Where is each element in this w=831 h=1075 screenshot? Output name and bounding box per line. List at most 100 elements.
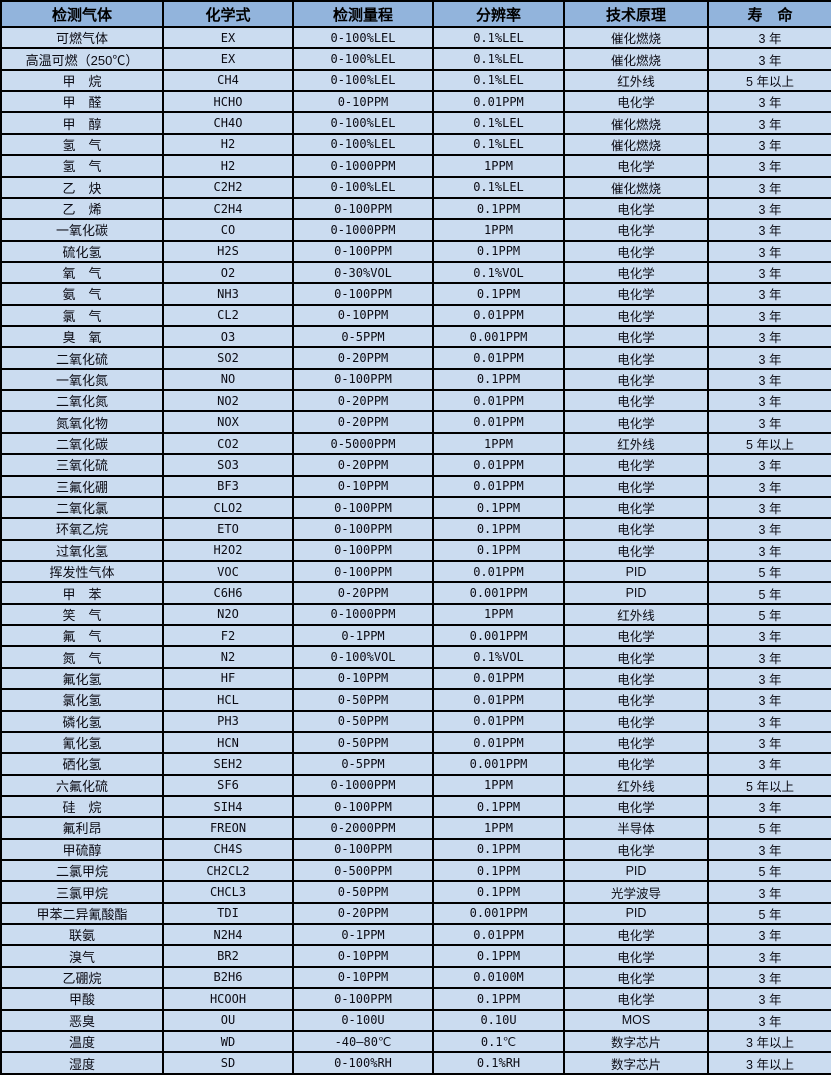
table-row: 氰化氢 HCN 0-50PPM 0.01PPM 电化学 3 年 [0,730,831,755]
table-row: 臭 氧 O3 0-5PPM 0.001PPM 电化学 3 年 [0,325,831,349]
cell-range: 0-100PPM [292,837,434,862]
cell-formula: N2O [162,602,294,627]
cell-lifespan: 3 年 [707,453,831,477]
cell-principle: 电化学 [563,303,709,328]
table-row: 三氧化硫 SO3 0-20PPM 0.01PPM 电化学 3 年 [0,453,831,477]
cell-range: 0-20PPM [292,346,434,370]
cell-principle: 电化学 [563,837,709,862]
header-row: 检测气体 化学式 检测量程 分辨率 技术原理 寿 命 [0,0,831,28]
cell-lifespan: 3 年 [707,154,831,178]
cell-gas-name: 二氧化碳 [0,431,164,456]
cell-range: 0-50PPM [292,709,434,733]
cell-gas-name: 氯化氢 [0,688,164,712]
cell-gas-name: 臭 氧 [0,325,164,349]
cell-lifespan: 3 年 [707,965,831,990]
cell-lifespan: 3 年 [707,794,831,819]
column-header-gas: 检测气体 [0,0,164,28]
cell-gas-name: 过氧化氢 [0,538,164,563]
cell-formula: CL2 [162,303,294,328]
cell-formula: CH4O [162,111,294,135]
table-row: 氧 气 O2 0-30%VOL 0.1%VOL 电化学 3 年 [0,260,831,285]
cell-gas-name: 恶臭 [0,1008,164,1032]
column-header-lifespan: 寿 命 [707,0,831,28]
cell-lifespan: 3 年 [707,837,831,862]
table-row: 乙 炔 C2H2 0-100%LEL 0.1%LEL 催化燃烧 3 年 [0,175,831,199]
table-row: 二氧化氮 NO2 0-20PPM 0.01PPM 电化学 3 年 [0,389,831,413]
cell-principle: 催化燃烧 [563,111,709,135]
cell-range: 0-5PPM [292,325,434,349]
cell-resolution: 0.01PPM [432,453,565,477]
cell-range: 0-5PPM [292,752,434,776]
cell-resolution: 0.001PPM [432,624,565,648]
cell-principle: 催化燃烧 [563,47,709,71]
cell-resolution: 0.01PPM [432,730,565,755]
cell-formula: SD [162,1051,294,1075]
cell-formula: SEH2 [162,752,294,776]
cell-principle: 电化学 [563,538,709,563]
cell-gas-name: 二氧化氮 [0,389,164,413]
cell-resolution: 0.001PPM [432,581,565,605]
cell-range: 0-1PPM [292,624,434,648]
cell-range: 0-100PPM [292,517,434,541]
cell-formula: HCHO [162,90,294,114]
table-row: 甲 烷 CH4 0-100%LEL 0.1%LEL 红外线 5 年以上 [0,68,831,93]
cell-range: 0-100PPM [292,495,434,520]
cell-range: 0-10PPM [292,965,434,990]
cell-resolution: 0.1%LEL [432,47,565,71]
cell-formula: O3 [162,325,294,349]
cell-lifespan: 5 年 [707,858,831,883]
cell-lifespan: 5 年以上 [707,431,831,456]
cell-resolution: 0.1PPM [432,837,565,862]
cell-gas-name: 氰化氢 [0,730,164,755]
cell-range: 0-100PPM [292,239,434,263]
cell-lifespan: 3 年 [707,944,831,968]
cell-principle: 电化学 [563,367,709,392]
cell-lifespan: 3 年 [707,538,831,563]
cell-lifespan: 3 年 [707,1008,831,1032]
cell-formula: O2 [162,260,294,285]
cell-principle: 电化学 [563,752,709,776]
cell-formula: FREON [162,816,294,840]
cell-formula: CHCL3 [162,880,294,904]
cell-gas-name: 氟 气 [0,624,164,648]
cell-principle: PID [563,901,709,926]
cell-resolution: 0.1PPM [432,367,565,392]
cell-range: 0-100%LEL [292,175,434,199]
cell-range: 0-100%LEL [292,25,434,50]
cell-principle: 半导体 [563,816,709,840]
cell-lifespan: 3 年 [707,752,831,776]
table-row: 联氨 N2H4 0-1PPM 0.01PPM 电化学 3 年 [0,923,831,947]
cell-lifespan: 3 年 [707,517,831,541]
cell-range: 0-100PPM [292,987,434,1011]
cell-principle: 电化学 [563,730,709,755]
cell-resolution: 0.01PPM [432,559,565,584]
table-row: 硅 烷 SIH4 0-100PPM 0.1PPM 电化学 3 年 [0,794,831,819]
cell-resolution: 0.1%VOL [432,260,565,285]
cell-formula: SF6 [162,773,294,797]
cell-resolution: 0.1%LEL [432,132,565,157]
table-row: 恶臭 OU 0-100U 0.10U MOS 3 年 [0,1008,831,1032]
table-row: 六氟化硫 SF6 0-1000PPM 1PPM 红外线 5 年以上 [0,773,831,797]
cell-gas-name: 氟化氢 [0,666,164,691]
table-row: 笑 气 N2O 0-1000PPM 1PPM 红外线 5 年 [0,602,831,627]
cell-range: 0-100%VOL [292,645,434,669]
cell-range: 0-1000PPM [292,773,434,797]
table-row: 硒化氢 SEH2 0-5PPM 0.001PPM 电化学 3 年 [0,752,831,776]
cell-formula: CLO2 [162,495,294,520]
cell-resolution: 0.1%VOL [432,645,565,669]
cell-lifespan: 3 年 [707,410,831,434]
cell-principle: 电化学 [563,239,709,263]
cell-lifespan: 3 年 [707,325,831,349]
cell-formula: PH3 [162,709,294,733]
cell-lifespan: 5 年 [707,816,831,840]
cell-principle: 红外线 [563,602,709,627]
cell-gas-name: 二氧化硫 [0,346,164,370]
cell-principle: 电化学 [563,645,709,669]
cell-principle: 催化燃烧 [563,132,709,157]
cell-range: 0-100PPM [292,794,434,819]
cell-formula: B2H6 [162,965,294,990]
cell-lifespan: 3 年 [707,624,831,648]
cell-gas-name: 三氟化硼 [0,474,164,498]
cell-formula: VOC [162,559,294,584]
table-row: 氟 气 F2 0-1PPM 0.001PPM 电化学 3 年 [0,624,831,648]
